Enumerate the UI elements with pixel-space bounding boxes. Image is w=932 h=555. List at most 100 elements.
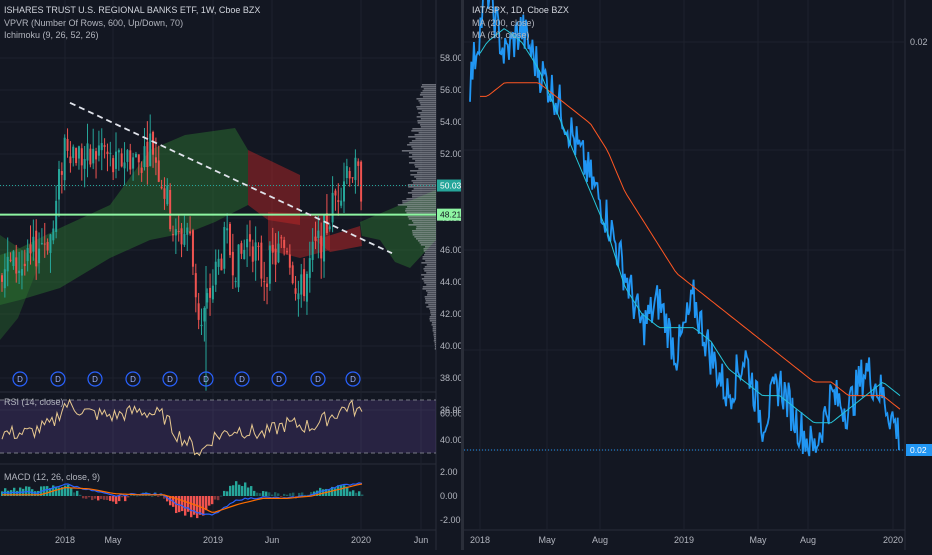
- volume-bar: [426, 284, 436, 286]
- macd-histogram-bar: [85, 496, 88, 499]
- macd-histogram-bar: [97, 496, 100, 501]
- candle-body: [112, 158, 115, 173]
- volume-bar: [432, 330, 436, 332]
- candle-body: [180, 228, 183, 245]
- candle-body: [351, 177, 354, 179]
- volume-bar: [412, 182, 436, 184]
- volume-bar: [420, 244, 436, 246]
- candle-body: [97, 145, 100, 156]
- candle-body: [35, 230, 38, 267]
- rsi-label[interactable]: RSI (14, close): [4, 397, 64, 407]
- macd-line: [1, 482, 363, 516]
- volume-bar: [413, 188, 436, 190]
- macd-histogram-bar: [349, 491, 352, 496]
- chart-title-right[interactable]: IAT/SPX, 1D, Cboe BZX: [472, 5, 569, 15]
- price-axis-label: 52.00: [440, 149, 463, 159]
- candle-body: [266, 283, 269, 288]
- last-value-tag-label: 0.02: [910, 445, 927, 455]
- time-axis-label: Jun: [414, 535, 429, 545]
- macd-histogram-bar: [76, 490, 79, 496]
- volume-bar: [406, 198, 436, 200]
- candle-body: [277, 243, 280, 263]
- volume-bar: [424, 276, 436, 278]
- volume-bar: [412, 196, 436, 198]
- macd-histogram-bar: [337, 485, 340, 496]
- volume-bar: [411, 190, 436, 192]
- chart-title[interactable]: ISHARES TRUST U.S. REGIONAL BANKS ETF, 1…: [4, 5, 261, 15]
- indicator-label-vpvr[interactable]: VPVR (Number Of Rows, 600, Up/Down, 70): [4, 18, 184, 28]
- volume-bar: [428, 304, 436, 306]
- volume-bar: [422, 256, 436, 258]
- volume-bar: [397, 204, 436, 206]
- indicator-label-ma50[interactable]: MA (50, close): [472, 30, 530, 40]
- candle-body: [86, 143, 89, 161]
- macd-histogram-bar: [100, 496, 103, 499]
- time-axis-label: Aug: [592, 535, 608, 545]
- candle-body: [117, 150, 120, 153]
- volume-bar: [430, 314, 436, 316]
- volume-bar: [424, 252, 436, 254]
- volume-bar: [422, 258, 436, 260]
- candle-body: [95, 151, 98, 160]
- volume-bar: [414, 236, 436, 238]
- volume-bar: [423, 250, 436, 252]
- volume-bar: [416, 98, 436, 100]
- volume-bar: [417, 108, 436, 110]
- volume-bar: [421, 262, 436, 264]
- volume-bar: [405, 210, 436, 212]
- price-axis-label: 54.00: [440, 117, 463, 127]
- macd-histogram-bar: [217, 496, 220, 501]
- time-axis-label: 2018: [55, 535, 75, 545]
- volume-bar: [407, 184, 436, 186]
- volume-bar: [412, 148, 436, 150]
- volume-bar: [416, 116, 436, 118]
- candle-body: [106, 151, 109, 155]
- volume-bar: [421, 278, 436, 280]
- candle-body: [345, 166, 348, 179]
- dividend-marker: [50, 371, 66, 387]
- rsi-pane: [0, 398, 436, 457]
- candle-body: [89, 148, 92, 165]
- volume-bar: [432, 328, 436, 330]
- candle-body: [357, 161, 360, 166]
- cloud-bearish: [315, 226, 362, 252]
- indicator-label-ma200[interactable]: MA (200, close): [472, 18, 535, 28]
- dividend-marker-label: D: [55, 375, 61, 384]
- macd-histogram-bar: [208, 496, 211, 506]
- candle-body: [77, 146, 80, 159]
- macd-histogram-bar: [358, 491, 361, 496]
- macd-histogram-bar: [244, 482, 247, 496]
- ma200-line: [480, 82, 901, 410]
- volume-bar: [401, 150, 436, 152]
- volume-bar: [421, 86, 436, 88]
- indicator-label-ichimoku[interactable]: Ichimoku (9, 26, 52, 26): [4, 30, 99, 40]
- candle-body: [360, 161, 363, 202]
- volume-bar: [411, 130, 436, 132]
- candle-body: [343, 181, 345, 202]
- candle-body: [263, 281, 266, 283]
- volume-bar: [434, 348, 436, 350]
- candle-body: [100, 143, 103, 151]
- volume-bar: [414, 164, 436, 166]
- volume-bar: [412, 128, 436, 130]
- volume-bar: [420, 104, 436, 106]
- dividend-marker: [310, 371, 326, 387]
- macd-histogram-bar: [268, 492, 271, 496]
- candle-body: [271, 244, 274, 253]
- layout-separator[interactable]: [461, 0, 464, 550]
- macd-histogram-bar: [151, 495, 154, 497]
- volume-bar: [408, 162, 436, 164]
- volume-bar: [419, 242, 436, 244]
- macd-label[interactable]: MACD (12, 26, close, 9): [4, 472, 101, 482]
- macd-histogram-bar: [178, 496, 181, 513]
- candle-body: [311, 241, 314, 260]
- candle-body: [214, 261, 217, 285]
- volume-bar: [425, 300, 436, 302]
- volume-bar: [426, 264, 436, 266]
- ma50-line: [479, 28, 901, 424]
- volume-bar: [422, 286, 436, 288]
- volume-bar: [411, 180, 436, 182]
- volume-bar: [418, 132, 436, 134]
- candle-body: [340, 200, 343, 206]
